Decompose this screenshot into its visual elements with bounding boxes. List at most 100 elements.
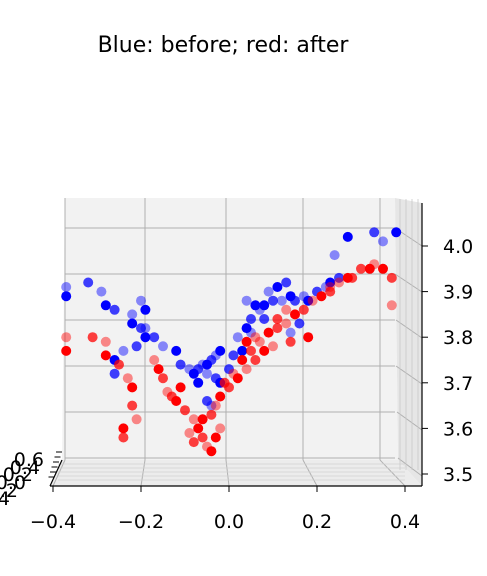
scatter-point: [232, 373, 243, 384]
axis-edges: [49, 203, 423, 487]
scatter-point: [303, 332, 314, 343]
scatter-point: [114, 359, 124, 370]
scatter-point: [246, 345, 256, 356]
scatter-point: [281, 304, 292, 315]
scatter-point: [193, 364, 204, 375]
y-tick-label: 0.0: [0, 472, 26, 494]
chart-title: Blue: before; red: after: [98, 33, 350, 58]
scatter-point: [215, 391, 226, 402]
z-tick-label: 3.9: [443, 282, 473, 304]
scatter-point: [109, 304, 120, 315]
scatter-point: [378, 263, 388, 274]
scatter-point: [259, 314, 270, 324]
scatter-point: [166, 391, 177, 402]
scatter-point: [197, 414, 208, 425]
scatter-point: [193, 423, 204, 434]
scatter-point: [171, 345, 182, 356]
scatter-point: [246, 314, 256, 324]
grid-right: [397, 457, 423, 477]
scatter-point: [268, 341, 278, 352]
scatter-point: [391, 227, 402, 238]
floor-pane: [50, 460, 422, 486]
scatter-point: [96, 286, 107, 297]
scatter-point: [285, 327, 296, 338]
scatter-point: [122, 373, 133, 384]
scatter-point: [206, 400, 217, 411]
scatter-point: [364, 263, 375, 274]
scatter-point: [272, 323, 283, 334]
scatter-point: [153, 364, 164, 375]
scatter-point: [386, 272, 397, 283]
y-tick-label: −0.4: [0, 488, 10, 510]
scatter-point: [290, 295, 300, 306]
scatter-point: [127, 382, 138, 393]
back-pane: [62, 198, 398, 460]
y-axis-line: [49, 459, 63, 487]
scatter-point: [100, 300, 111, 311]
scatter-point: [188, 437, 199, 448]
scatter-point: [232, 332, 243, 343]
scatter-point: [224, 382, 234, 393]
scatter-point: [175, 382, 186, 393]
scatter-point: [206, 446, 217, 457]
scatter-point: [61, 291, 72, 302]
scatter-point: [175, 359, 186, 370]
z-tick-label: 3.5: [443, 464, 473, 486]
scatter-point: [347, 272, 358, 283]
scatter-point: [281, 277, 292, 288]
scatter-point: [180, 405, 190, 416]
scatter-point: [325, 286, 336, 297]
scatter-point: [100, 336, 111, 347]
data-points: [61, 227, 402, 457]
scatter-point: [281, 318, 292, 329]
z-tick-labels: 3.5 3.6 3.7 3.8 3.9 4.0: [422, 236, 473, 486]
scatter-point: [241, 336, 252, 347]
scatter-point: [263, 327, 274, 338]
scatter-point: [237, 355, 248, 365]
scatter-point: [83, 277, 94, 288]
scatter-point: [316, 291, 327, 302]
scatter-point: [325, 282, 336, 292]
scatter-point: [356, 263, 366, 274]
scatter-point: [140, 323, 151, 334]
scatter-point: [334, 277, 344, 288]
y-tick-label: 0.2: [3, 464, 33, 486]
scatter-point: [136, 323, 146, 334]
scatter-point: [127, 318, 138, 329]
right-pane: [395, 198, 422, 486]
scatter-point: [202, 396, 212, 406]
scatter-point: [259, 345, 270, 356]
scatter-point: [131, 414, 142, 425]
scatter-point: [307, 295, 318, 306]
scatter-point: [369, 227, 380, 238]
scatter-point: [149, 355, 160, 365]
z-tick-label: 3.6: [443, 418, 473, 440]
scatter-point: [228, 350, 239, 361]
scatter-point: [197, 432, 208, 443]
scatter-point: [294, 318, 305, 329]
scatter-point: [272, 282, 283, 292]
scatter-point: [140, 304, 151, 315]
y-tick-label: −0.2: [0, 480, 18, 502]
scatter-point: [87, 332, 98, 343]
x-tick-label: 0.4: [390, 511, 420, 533]
scatter-point: [206, 409, 217, 420]
scatter-point: [303, 295, 314, 306]
scatter-point: [118, 432, 129, 443]
scatter-point: [250, 332, 261, 343]
scatter-point: [276, 295, 287, 306]
x-tick-label: 0.0: [214, 511, 244, 533]
scatter-point: [290, 309, 300, 320]
scatter-point: [210, 432, 221, 443]
scatter-point: [100, 350, 111, 361]
scatter-point: [118, 423, 129, 434]
x-tick-label: −0.4: [30, 511, 76, 533]
z-tick-label: 3.7: [443, 373, 473, 395]
scatter-point: [237, 345, 248, 356]
scatter-point: [61, 345, 72, 356]
z-tick-label: 4.0: [443, 236, 473, 258]
scatter-point: [268, 295, 278, 306]
x-tick-label: −0.2: [118, 511, 164, 533]
scatter-point: [298, 304, 309, 315]
